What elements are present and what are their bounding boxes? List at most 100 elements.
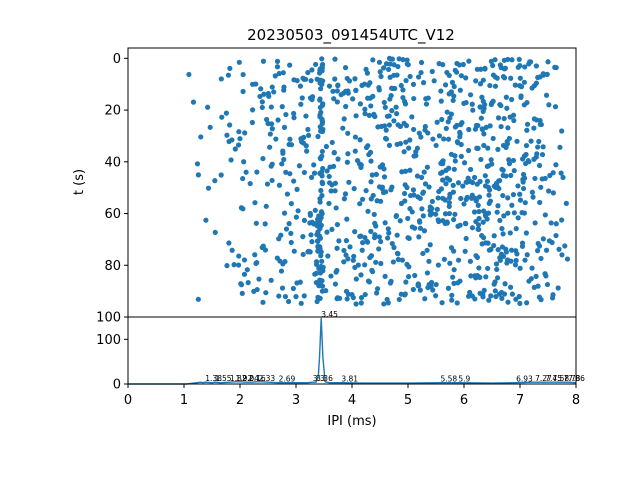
raster-point <box>419 206 425 212</box>
raster-point <box>344 216 350 222</box>
histogram-peak-label: 7.45 <box>545 374 562 383</box>
raster-point <box>288 239 294 246</box>
raster-point <box>345 130 351 136</box>
raster-point <box>403 279 409 285</box>
raster-point <box>472 296 478 302</box>
raster-point <box>317 77 323 84</box>
raster-point <box>482 101 488 108</box>
raster-point <box>235 262 242 268</box>
raster-point <box>254 169 260 175</box>
raster-point <box>410 187 417 193</box>
raster-point <box>476 226 482 232</box>
raster-point <box>317 295 323 301</box>
raster-point <box>480 77 486 83</box>
raster-point <box>477 178 483 185</box>
raster-point <box>334 245 340 251</box>
raster-point <box>376 234 382 240</box>
raster-point <box>449 297 455 303</box>
raster-point <box>212 229 218 236</box>
raster-point <box>509 57 515 63</box>
raster-point <box>226 240 232 246</box>
raster-point <box>480 108 486 115</box>
raster-point <box>510 157 517 164</box>
raster-point <box>353 301 359 307</box>
raster-point <box>560 174 566 181</box>
raster-point <box>444 69 450 76</box>
raster-point <box>413 149 419 155</box>
raster-point <box>473 122 480 129</box>
raster-point <box>268 277 274 283</box>
raster-point <box>319 120 325 127</box>
raster-point <box>444 109 450 115</box>
raster-point <box>294 280 300 286</box>
raster-point <box>371 211 377 218</box>
histogram-x-tick-label: 5 <box>404 393 412 408</box>
raster-point <box>282 293 289 300</box>
raster-point <box>359 196 366 202</box>
raster-point <box>523 142 530 149</box>
raster-point <box>335 156 341 162</box>
raster-point <box>509 202 515 208</box>
raster-point <box>387 96 393 102</box>
raster-point <box>298 300 304 306</box>
raster-point <box>416 218 423 224</box>
raster-point <box>457 87 463 93</box>
raster-point <box>309 67 315 73</box>
raster-point <box>485 163 492 169</box>
raster-point <box>394 232 400 238</box>
raster-point <box>252 200 258 206</box>
histogram-peak-label: 2.16 <box>249 374 266 383</box>
raster-point <box>324 168 330 174</box>
raster-point <box>493 184 499 191</box>
raster-point <box>409 224 415 230</box>
histogram-peak-label: 2.33 <box>258 374 275 383</box>
raster-point <box>259 104 265 111</box>
raster-point <box>481 142 487 149</box>
raster-point <box>523 151 529 158</box>
raster-point <box>519 240 526 246</box>
raster-point <box>460 183 466 189</box>
raster-point <box>251 288 257 294</box>
raster-point <box>533 80 539 86</box>
raster-point <box>352 229 358 235</box>
raster-point <box>458 195 464 202</box>
raster-point <box>393 104 399 110</box>
raster-point <box>374 198 380 204</box>
raster-point <box>480 235 487 241</box>
raster-point <box>236 59 242 65</box>
raster-point <box>490 62 496 69</box>
raster-point <box>298 136 304 142</box>
raster-point <box>365 208 371 214</box>
raster-point <box>252 252 258 258</box>
raster-point <box>341 247 347 254</box>
raster-point <box>415 283 421 289</box>
raster-point <box>198 134 204 140</box>
histogram-line <box>128 317 577 385</box>
histogram-x-tick-label: 4 <box>348 393 356 408</box>
raster-point <box>553 232 559 239</box>
raster-point <box>457 129 463 136</box>
raster-point <box>514 138 520 144</box>
raster-point <box>501 75 508 81</box>
raster-point <box>382 104 388 110</box>
histogram-peak-labels: 1.381.551.821.922.042.162.33 2.69 3.33.36 3… <box>205 310 585 384</box>
raster-point <box>488 157 494 163</box>
raster-point <box>463 179 469 185</box>
histogram-peak-label: 3.45 <box>321 310 338 319</box>
raster-point <box>540 236 546 242</box>
raster-point <box>276 70 282 77</box>
raster-point <box>372 113 378 120</box>
raster-point <box>353 113 359 119</box>
raster-point <box>362 111 368 117</box>
raster-point <box>386 230 392 236</box>
raster-point <box>301 169 308 176</box>
raster-point <box>553 162 559 168</box>
raster-point <box>463 196 469 202</box>
raster-point <box>470 107 476 113</box>
raster-point <box>441 136 447 142</box>
raster-point <box>540 71 546 77</box>
raster-point <box>305 69 311 76</box>
raster-point <box>516 56 522 62</box>
raster-point <box>422 296 428 302</box>
raster-point <box>295 208 301 214</box>
